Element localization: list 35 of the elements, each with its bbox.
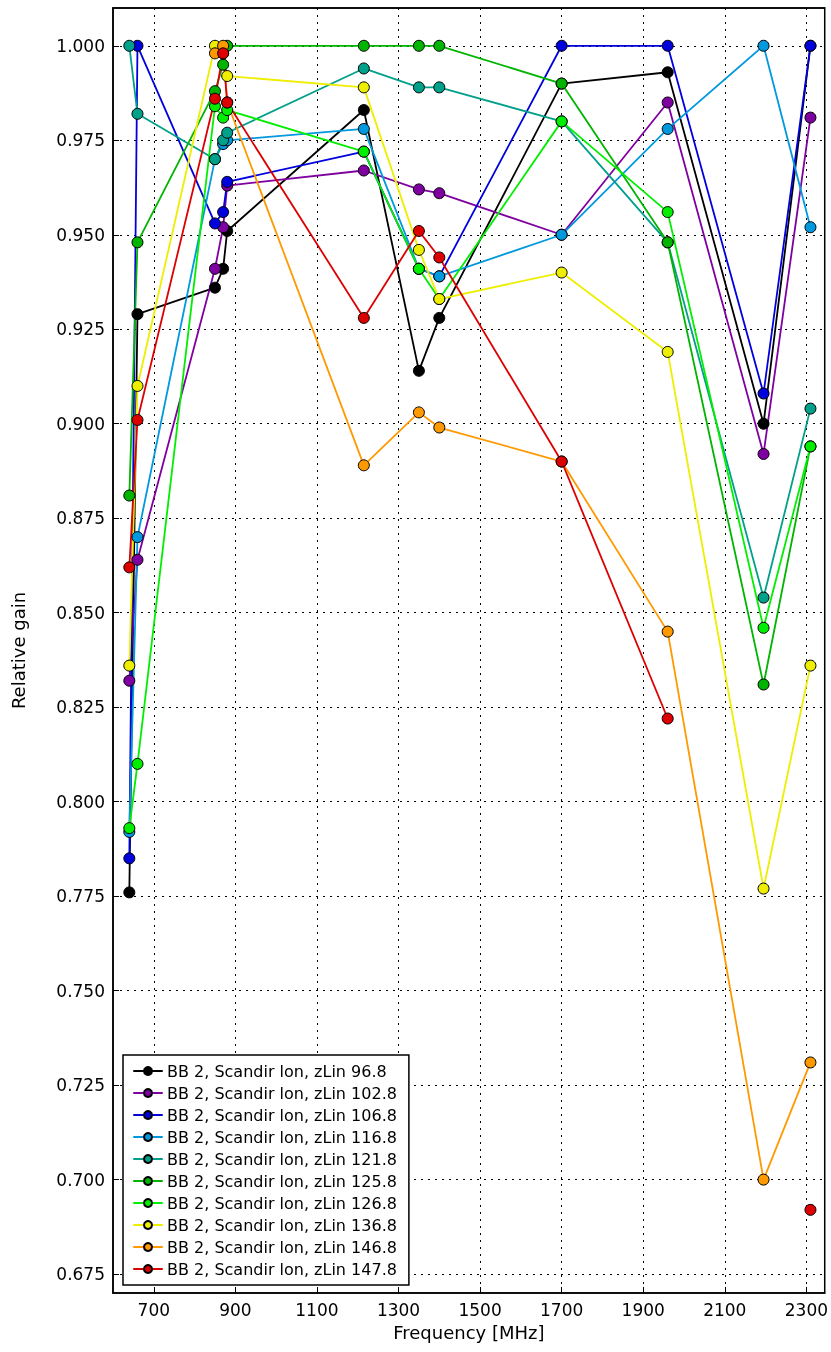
x-tick-label: 1300 xyxy=(376,1299,421,1320)
legend-label: BB 2, Scandir lon, zLin 147.8 xyxy=(167,1259,397,1279)
x-tick-label: 2300 xyxy=(784,1299,828,1320)
y-tick-label: 0.825 xyxy=(56,697,105,718)
x-tick-label: 1500 xyxy=(458,1299,502,1320)
legend-label: BB 2, Scandir lon, zLin 125.8 xyxy=(167,1171,397,1191)
y-tick-label: 0.900 xyxy=(56,413,105,434)
y-tick-label: 0.750 xyxy=(56,980,105,1001)
legend-label: BB 2, Scandir lon, zLin 136.8 xyxy=(167,1215,397,1235)
legend-label: BB 2, Scandir lon, zLin 121.8 xyxy=(167,1149,397,1169)
legend-label: BB 2, Scandir lon, zLin 116.8 xyxy=(167,1127,397,1147)
legend-label: BB 2, Scandir lon, zLin 106.8 xyxy=(167,1105,397,1125)
x-tick-label: 1900 xyxy=(621,1299,665,1320)
y-tick-label: 0.725 xyxy=(56,1075,105,1096)
y-tick-label: 0.975 xyxy=(56,130,105,151)
y-tick-label: 0.675 xyxy=(56,1264,105,1285)
y-tick-label: 0.850 xyxy=(56,602,105,623)
y-tick-label: 0.800 xyxy=(56,791,105,812)
legend-label: BB 2, Scandir lon, zLin 102.8 xyxy=(167,1083,397,1103)
y-tick-label: 0.950 xyxy=(56,224,105,245)
legend-label: BB 2, Scandir lon, zLin 126.8 xyxy=(167,1193,397,1213)
y-tick-label: 1.000 xyxy=(56,35,105,56)
legend-label: BB 2, Scandir lon, zLin 96.8 xyxy=(167,1061,387,1081)
x-tick-label: 700 xyxy=(137,1299,171,1320)
y-tick-label: 0.875 xyxy=(56,508,105,529)
y-tick-label: 0.775 xyxy=(56,886,105,907)
legend-label: BB 2, Scandir lon, zLin 146.8 xyxy=(167,1237,397,1257)
y-tick-label: 0.700 xyxy=(56,1169,105,1190)
x-tick-label: 900 xyxy=(219,1299,252,1320)
y-axis-title: Relative gain xyxy=(7,591,29,710)
x-axis-title: Frequency [MHz] xyxy=(393,1321,545,1343)
y-tick-label: 0.925 xyxy=(56,319,105,340)
x-tick-label: 2100 xyxy=(703,1299,747,1320)
x-tick-label: 1700 xyxy=(540,1299,584,1320)
x-tick-label: 1100 xyxy=(295,1299,339,1320)
